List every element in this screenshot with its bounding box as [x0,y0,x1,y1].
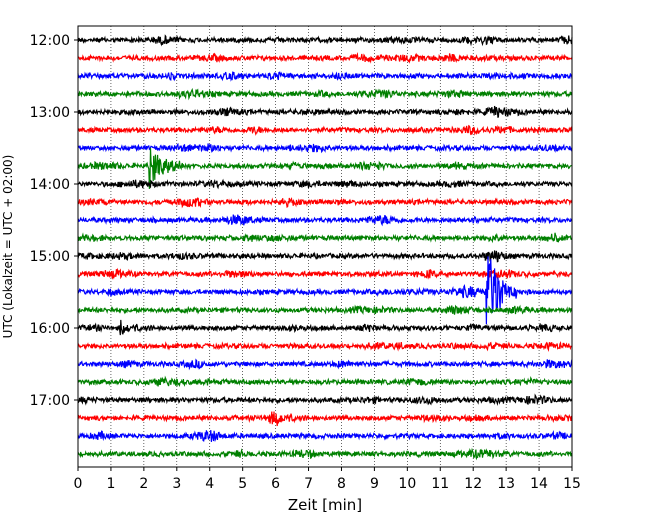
trace-line [77,142,573,154]
trace-line [77,197,573,209]
trace-line [77,393,573,407]
trace-line [77,375,573,388]
x-tick-label: 7 [304,476,313,492]
trace-line [77,105,573,118]
y-axis: 12:00 13:00 14:00 15:00 16:00 17:00 [30,33,78,409]
x-tick-label: 10 [398,476,416,492]
trace-line [77,358,573,371]
trace-line [77,256,573,325]
trace-line [77,304,573,316]
x-tick-label: 8 [337,476,346,492]
trace-line [77,178,573,190]
trace-line [77,341,572,353]
x-axis: 0 1 2 3 4 5 6 7 8 9 10 11 12 13 14 15 [74,467,581,492]
trace-line [77,267,573,280]
x-tick-label: 12 [464,476,482,492]
trace-line [77,148,573,189]
x-tick-label: 13 [497,476,515,492]
x-tick-label: 9 [370,476,379,492]
trace-line [77,232,573,244]
x-tick-label: 11 [431,476,449,492]
trace-line [77,87,573,101]
x-tick-label: 0 [74,476,83,492]
trace-line [77,52,573,64]
x-tick-label: 1 [106,476,115,492]
trace-group [77,34,573,461]
trace-line [77,319,573,336]
y-tick-label: 16:00 [30,321,70,337]
x-tick-label: 14 [530,476,548,492]
y-axis-label: UTC (Lokalzeit = UTC + 02:00) [1,155,15,339]
trace-line [77,70,573,82]
x-axis-label: Zeit [min] [288,496,362,514]
plot-frame [77,25,573,468]
x-tick-label: 4 [205,476,214,492]
x-tick-label: 5 [238,476,247,492]
x-tick-label: 6 [271,476,280,492]
trace-line [77,447,573,461]
y-tick-label: 17:00 [30,393,70,409]
trace-line [77,430,573,443]
x-tick-label: 15 [563,476,581,492]
trace-line [77,411,573,427]
plot-area [78,26,572,467]
trace-line [77,214,573,227]
x-tick-label: 3 [172,476,181,492]
y-tick-label: 15:00 [30,249,70,265]
trace-line [77,34,573,47]
y-tick-label: 14:00 [30,177,70,193]
x-tick-label: 2 [139,476,148,492]
trace-line [77,250,573,263]
trace-line [77,124,573,136]
y-tick-label: 12:00 [30,33,70,49]
y-tick-label: 13:00 [30,105,70,121]
